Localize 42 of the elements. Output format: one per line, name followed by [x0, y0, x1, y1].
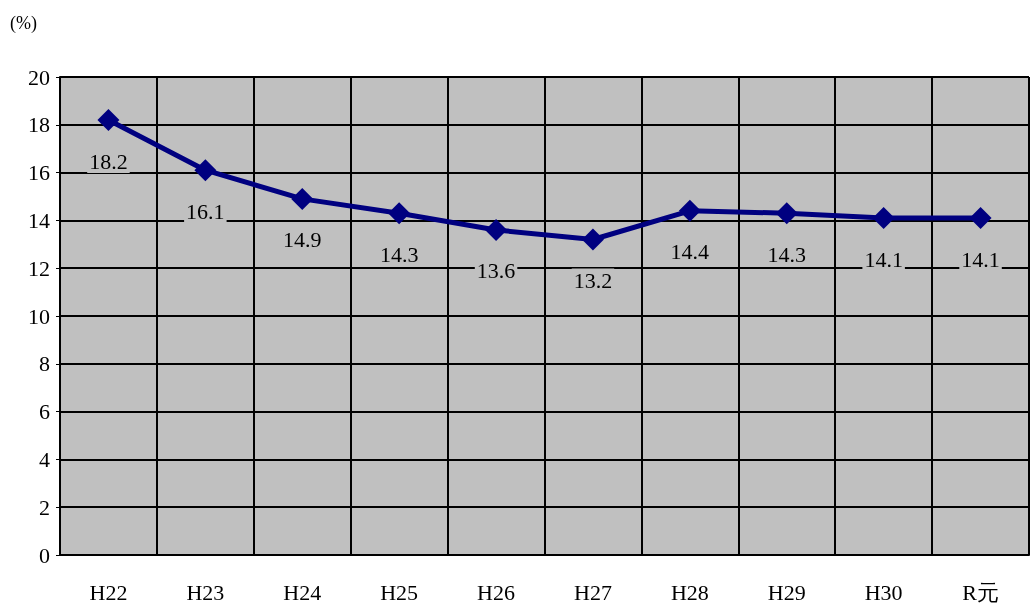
data-label: 14.4 [670, 239, 710, 265]
x-tick-label: H29 [767, 579, 806, 605]
point [194, 159, 217, 182]
data-label: 18.2 [89, 148, 128, 174]
y-tick-label: 2 [39, 494, 50, 520]
y-tick-label: 10 [28, 303, 50, 329]
y-tick-label: 20 [28, 64, 50, 90]
point [388, 202, 411, 225]
y-tick-label: 18 [28, 112, 50, 138]
data-label: 14.1 [864, 246, 903, 272]
y-tick-label: 6 [39, 399, 50, 425]
x-tick-label: H28 [670, 579, 709, 605]
y-tick-label: 12 [28, 255, 50, 281]
point [581, 228, 604, 251]
y-axis-title: (%) [10, 13, 37, 34]
x-tick-label: H24 [283, 579, 322, 605]
point [678, 199, 701, 222]
x-tick-label: H22 [89, 579, 128, 605]
y-tick-label: 4 [39, 446, 50, 472]
point [485, 218, 508, 241]
x-tick-label: H27 [574, 579, 612, 605]
data-label: 13.2 [573, 268, 613, 294]
point [872, 207, 895, 230]
data-label: 14.9 [283, 227, 322, 253]
x-tick-label: H30 [864, 579, 903, 605]
y-tick-label: 16 [28, 160, 50, 186]
point [97, 109, 120, 132]
point [775, 202, 798, 225]
x-tick-label: H23 [186, 579, 225, 605]
y-tick-label: 8 [39, 351, 50, 377]
data-label: 14.3 [767, 241, 806, 267]
point [969, 207, 992, 230]
y-tick-label: 0 [39, 542, 50, 568]
data-label: 14.3 [379, 241, 419, 267]
data-label: 13.6 [476, 258, 516, 284]
point [291, 187, 314, 210]
x-tick-label: H26 [477, 579, 515, 605]
data-label: 16.1 [186, 198, 225, 224]
x-tick-label: H25 [380, 579, 419, 605]
x-tick-label: R元 [962, 579, 999, 605]
data-label: 14.1 [961, 246, 1000, 272]
y-tick-label: 14 [28, 207, 50, 233]
